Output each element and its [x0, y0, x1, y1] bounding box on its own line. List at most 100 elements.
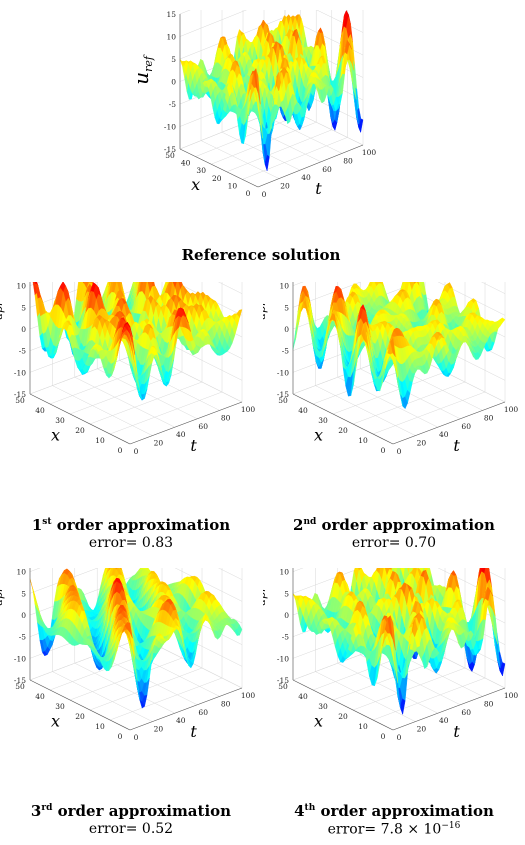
z-tick-label: -15	[277, 676, 289, 685]
z-tick-label: -10	[277, 368, 289, 377]
z-axis-label: uapr	[263, 586, 268, 618]
t-tick-label: 80	[343, 156, 353, 165]
t-tick-label: 60	[198, 422, 208, 431]
x-tick-label: 40	[35, 406, 45, 415]
x-tick-label: 10	[358, 722, 368, 731]
axes	[29, 282, 243, 445]
x-tick-label: 10	[228, 181, 238, 190]
z-tick-label: 5	[284, 589, 289, 598]
surface-mesh	[292, 568, 506, 715]
x-axis-label: x	[51, 712, 60, 731]
x-tick-label: 30	[55, 702, 65, 711]
t-tick-label: 0	[397, 733, 402, 742]
z-tick-label: -15	[164, 145, 176, 154]
t-axis-label: t	[190, 436, 197, 455]
caption-title: Reference solution	[181, 246, 341, 264]
z-tick-label: -10	[14, 654, 26, 663]
z-tick-label: 0	[284, 611, 289, 620]
z-tick-label: 0	[21, 325, 26, 334]
z-tick-label: 10	[16, 282, 26, 291]
x-axis-label: x	[191, 175, 200, 194]
x-tick-label: 10	[358, 436, 368, 445]
t-axis-label: t	[190, 722, 197, 741]
x-tick-label: 50	[15, 682, 25, 691]
z-axis-label: uapr	[263, 300, 268, 332]
t-axis-label: t	[453, 436, 460, 455]
t-axis-label: t	[453, 722, 460, 741]
t-tick-label: 100	[241, 691, 256, 700]
t-tick-label: 60	[461, 708, 471, 717]
t-tick-label: 60	[198, 708, 208, 717]
surface-plot-3rd-order: 01020304050020406080100151050-5-10-15xtu…	[0, 568, 262, 837]
t-tick-label: 100	[504, 405, 519, 414]
t-tick-label: 80	[221, 699, 231, 708]
z-tick-label: 15	[166, 10, 176, 19]
z-tick-label: 0	[284, 325, 289, 334]
x-tick-label: 20	[338, 426, 348, 435]
x-tick-label: 0	[118, 446, 123, 455]
x-tick-label: 40	[181, 159, 191, 168]
x-tick-label: 20	[75, 712, 85, 721]
surface-mesh	[179, 10, 364, 171]
z-tick-label: -15	[14, 390, 26, 399]
axes	[292, 568, 506, 731]
t-tick-label: 40	[439, 430, 449, 439]
t-tick-label: 20	[154, 439, 164, 448]
x-tick-label: 30	[55, 416, 65, 425]
x-tick-label: 40	[298, 692, 308, 701]
z-tick-label: -5	[282, 347, 290, 356]
x-tick-label: 20	[212, 174, 222, 183]
z-tick-label: 5	[284, 303, 289, 312]
t-tick-label: 0	[134, 733, 139, 742]
z-tick-label: -10	[164, 123, 176, 132]
z-tick-label: -15	[14, 676, 26, 685]
z-axis-label: uapr	[0, 300, 5, 332]
x-tick-label: 0	[118, 732, 123, 741]
axes	[292, 282, 506, 445]
surface-chart: 01020304050020406080100151050-5-10-15xtu…	[0, 282, 255, 456]
t-tick-label: 60	[461, 422, 471, 431]
z-tick-label: 5	[21, 589, 26, 598]
t-tick-label: 60	[322, 165, 332, 174]
x-tick-label: 0	[246, 189, 251, 198]
axes	[29, 568, 243, 731]
t-tick-label: 0	[134, 447, 139, 456]
x-tick-label: 20	[75, 426, 85, 435]
caption-title: 3rd order approximation	[30, 802, 232, 820]
x-tick-label: 50	[165, 151, 175, 160]
z-tick-label: 5	[21, 303, 26, 312]
surface-chart: 01020304050020406080100151050-5-10-15xtu…	[263, 282, 518, 456]
surface-plot-reference: 0 10 20 30 40 50 0 20 40 60 80 100 15 10 5 0 -5 -10 -15 x t u…	[130, 10, 392, 268]
x-axis-label: x	[314, 712, 323, 731]
x-tick-label: 10	[95, 436, 105, 445]
t-tick-label: 40	[176, 716, 186, 725]
t-tick-label: 80	[484, 699, 494, 708]
z-tick-label: -10	[14, 368, 26, 377]
z-tick-label: 10	[166, 33, 176, 42]
x-tick-label: 30	[318, 416, 328, 425]
x-tick-label: 50	[15, 396, 25, 405]
z-tick-label: 0	[171, 78, 176, 87]
x-tick-label: 30	[318, 702, 328, 711]
error-caption: error= 0.70	[351, 535, 437, 551]
x-tick-label: 50	[278, 682, 288, 691]
surface-plot-1st-order: 01020304050020406080100151050-5-10-15xtu…	[0, 282, 262, 551]
axes	[179, 14, 364, 188]
z-tick-label: -10	[277, 654, 289, 663]
surface-chart: 01020304050020406080100151050-5-10-15xtu…	[0, 568, 255, 742]
t-tick-label: 100	[241, 405, 256, 414]
surface-mesh	[29, 568, 243, 709]
x-tick-label: 10	[95, 722, 105, 731]
z-tick-label: 10	[279, 568, 289, 577]
x-tick-label: 20	[338, 712, 348, 721]
t-tick-label: 80	[221, 413, 231, 422]
z-tick-label: -5	[19, 347, 27, 356]
error-caption: error= 0.52	[88, 821, 174, 837]
t-tick-label: 80	[484, 413, 494, 422]
t-tick-label: 40	[439, 716, 449, 725]
caption-title: 4th order approximation	[294, 802, 494, 820]
